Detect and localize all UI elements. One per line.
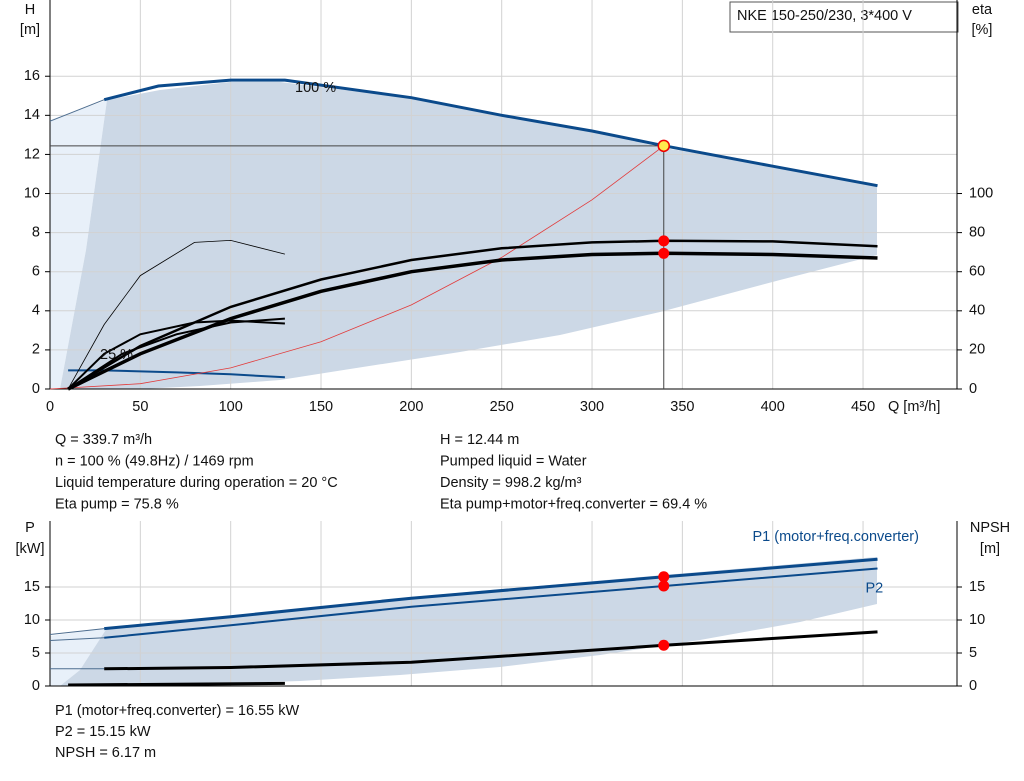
y-tick-label: 10 <box>24 185 40 201</box>
duty-marker <box>658 235 670 247</box>
y-tick-label: 0 <box>32 678 40 694</box>
curve-label: P2 <box>866 580 884 596</box>
y2-tick-label: 10 <box>969 612 985 628</box>
y2-tick-label: 15 <box>969 579 985 595</box>
y-tick-label: 4 <box>32 303 40 319</box>
annotation: 25 % <box>100 347 133 363</box>
y2-tick-label: 60 <box>969 264 985 280</box>
curve <box>68 681 285 687</box>
curve <box>49 628 105 635</box>
curve <box>67 317 285 390</box>
x-tick-label: 350 <box>670 399 694 415</box>
y-axis-label: [kW] <box>16 541 45 557</box>
x-tick-label: 100 <box>219 399 243 415</box>
y2-axis-label: eta <box>972 2 993 18</box>
info-line: Q = 339.7 m³/h <box>55 432 152 448</box>
info-line: Eta pump+motor+freq.converter = 69.4 % <box>440 496 707 512</box>
x-tick-label: 0 <box>46 399 54 415</box>
curve <box>104 557 878 631</box>
y2-tick-label: 20 <box>969 342 985 358</box>
power-area <box>60 557 877 686</box>
y2-tick-label: 0 <box>969 678 977 694</box>
x-tick-label: 450 <box>851 399 875 415</box>
y-axis-label: P <box>25 520 35 536</box>
duty-marker <box>658 247 670 259</box>
curve <box>103 78 878 188</box>
y-tick-label: 8 <box>32 224 40 240</box>
duty-marker <box>658 580 670 592</box>
power-area-fringe <box>50 628 107 686</box>
y-tick-label: 12 <box>24 146 40 162</box>
y-tick-label: 0 <box>32 381 40 397</box>
info-line: Pumped liquid = Water <box>440 453 587 469</box>
title: NKE 150-250/230, 3*400 V <box>737 8 912 24</box>
y2-tick-label: 40 <box>969 303 985 319</box>
y-tick-label: 16 <box>24 68 40 84</box>
y-tick-label: 2 <box>32 342 40 358</box>
x-tick-label: 50 <box>132 399 148 415</box>
x-tick-label: 400 <box>761 399 785 415</box>
info-line: Eta pump = 75.8 % <box>55 496 179 512</box>
info-line: P1 (motor+freq.converter) = 16.55 kW <box>55 703 299 719</box>
duty-marker <box>658 639 670 651</box>
x-tick-label: 200 <box>399 399 423 415</box>
y2-tick-label: 100 <box>969 185 993 201</box>
operating-area <box>60 82 877 389</box>
y2-tick-label: 5 <box>969 645 977 661</box>
curve <box>67 239 878 391</box>
y2-axis-label: NPSH <box>970 520 1010 536</box>
info-line: H = 12.44 m <box>440 432 519 448</box>
y-tick-label: 5 <box>32 645 40 661</box>
info-line: Liquid temperature during operation = 20… <box>55 475 338 491</box>
y-tick-label: 10 <box>24 612 40 628</box>
y2-axis-label: [m] <box>980 541 1000 557</box>
curve <box>104 630 878 671</box>
y-tick-label: 6 <box>32 264 40 280</box>
curve-label: P1 (motor+freq.converter) <box>753 529 919 545</box>
curve <box>104 567 878 639</box>
y2-tick-label: 80 <box>969 224 985 240</box>
y2-tick-label: 0 <box>969 381 977 397</box>
info-line: NPSH = 6.17 m <box>55 745 156 761</box>
x-tick-label: 150 <box>309 399 333 415</box>
y-tick-label: 15 <box>24 579 40 595</box>
x-axis-label: Q [m³/h] <box>888 399 940 415</box>
curve <box>49 637 105 641</box>
curve <box>49 145 665 390</box>
info-line: n = 100 % (49.8Hz) / 1469 rpm <box>55 453 254 469</box>
y-axis-label: [m] <box>20 22 40 38</box>
curve <box>68 369 285 379</box>
y2-axis-label: [%] <box>972 22 993 38</box>
y-axis-label: H <box>25 2 35 18</box>
x-tick-label: 300 <box>580 399 604 415</box>
curve <box>67 239 285 390</box>
duty-point <box>657 139 671 153</box>
duty-marker <box>658 571 670 583</box>
title-box <box>729 1 959 33</box>
x-tick-label: 250 <box>490 399 514 415</box>
info-line: P2 = 15.15 kW <box>55 724 151 740</box>
curve <box>67 251 878 391</box>
operating-area-fringe <box>50 100 107 389</box>
annotation: 100 % <box>295 80 336 96</box>
curve <box>49 99 105 122</box>
y-tick-label: 14 <box>24 107 40 123</box>
info-line: Density = 998.2 kg/m³ <box>440 475 582 491</box>
